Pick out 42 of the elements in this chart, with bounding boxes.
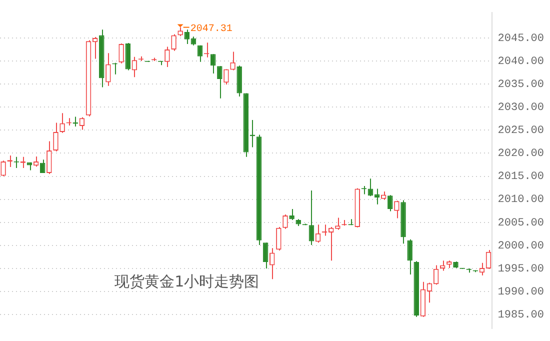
y-tick-label: 2010.00 [498, 194, 544, 206]
candlestick [171, 34, 176, 52]
y-tick-label: 2040.00 [498, 56, 544, 68]
candlestick [388, 194, 393, 212]
y-tick-label: 1985.00 [498, 309, 544, 322]
candlestick [197, 44, 203, 62]
candlestick [125, 42, 130, 71]
candlestick [230, 51, 236, 71]
candlestick [276, 226, 282, 251]
text: 现货黄金1小时走势图 [114, 272, 260, 290]
candlestick [217, 66, 222, 99]
y-tick-label: 2035.00 [498, 78, 544, 91]
candlestick [322, 224, 328, 236]
candlestick [407, 238, 412, 275]
y-tick-label: 1995.00 [498, 263, 544, 276]
y-tick-label: 2020.00 [498, 148, 544, 160]
candlestick [53, 122, 58, 152]
y-tick-label: 2030.00 [498, 102, 544, 114]
candlestick [440, 260, 446, 272]
y-tick-label: 2000.00 [498, 240, 544, 252]
candlestick [335, 217, 340, 230]
candlestick [164, 46, 170, 68]
y-tick-label: 1990.00 [498, 286, 544, 298]
candlestick [60, 112, 65, 134]
y-tick-label: 2045.00 [498, 32, 544, 45]
candlestick [46, 140, 52, 174]
y-tick-label: 2015.00 [498, 171, 544, 184]
candlestick [132, 56, 138, 78]
candlestick [40, 159, 46, 174]
y-tick-label: 2005.00 [498, 217, 544, 230]
candlestick [282, 214, 288, 230]
candlestick [289, 208, 294, 221]
candlestick [328, 226, 334, 262]
y-tick-label: 2025.00 [498, 125, 544, 138]
candlestick [118, 42, 124, 64]
candlestick [224, 68, 229, 86]
candlestick [210, 54, 216, 74]
candlestick [106, 52, 111, 86]
annotation: 2047.31 [190, 24, 232, 35]
candlestick [308, 190, 314, 246]
candlestick [394, 200, 400, 219]
candlestick [262, 242, 268, 269]
